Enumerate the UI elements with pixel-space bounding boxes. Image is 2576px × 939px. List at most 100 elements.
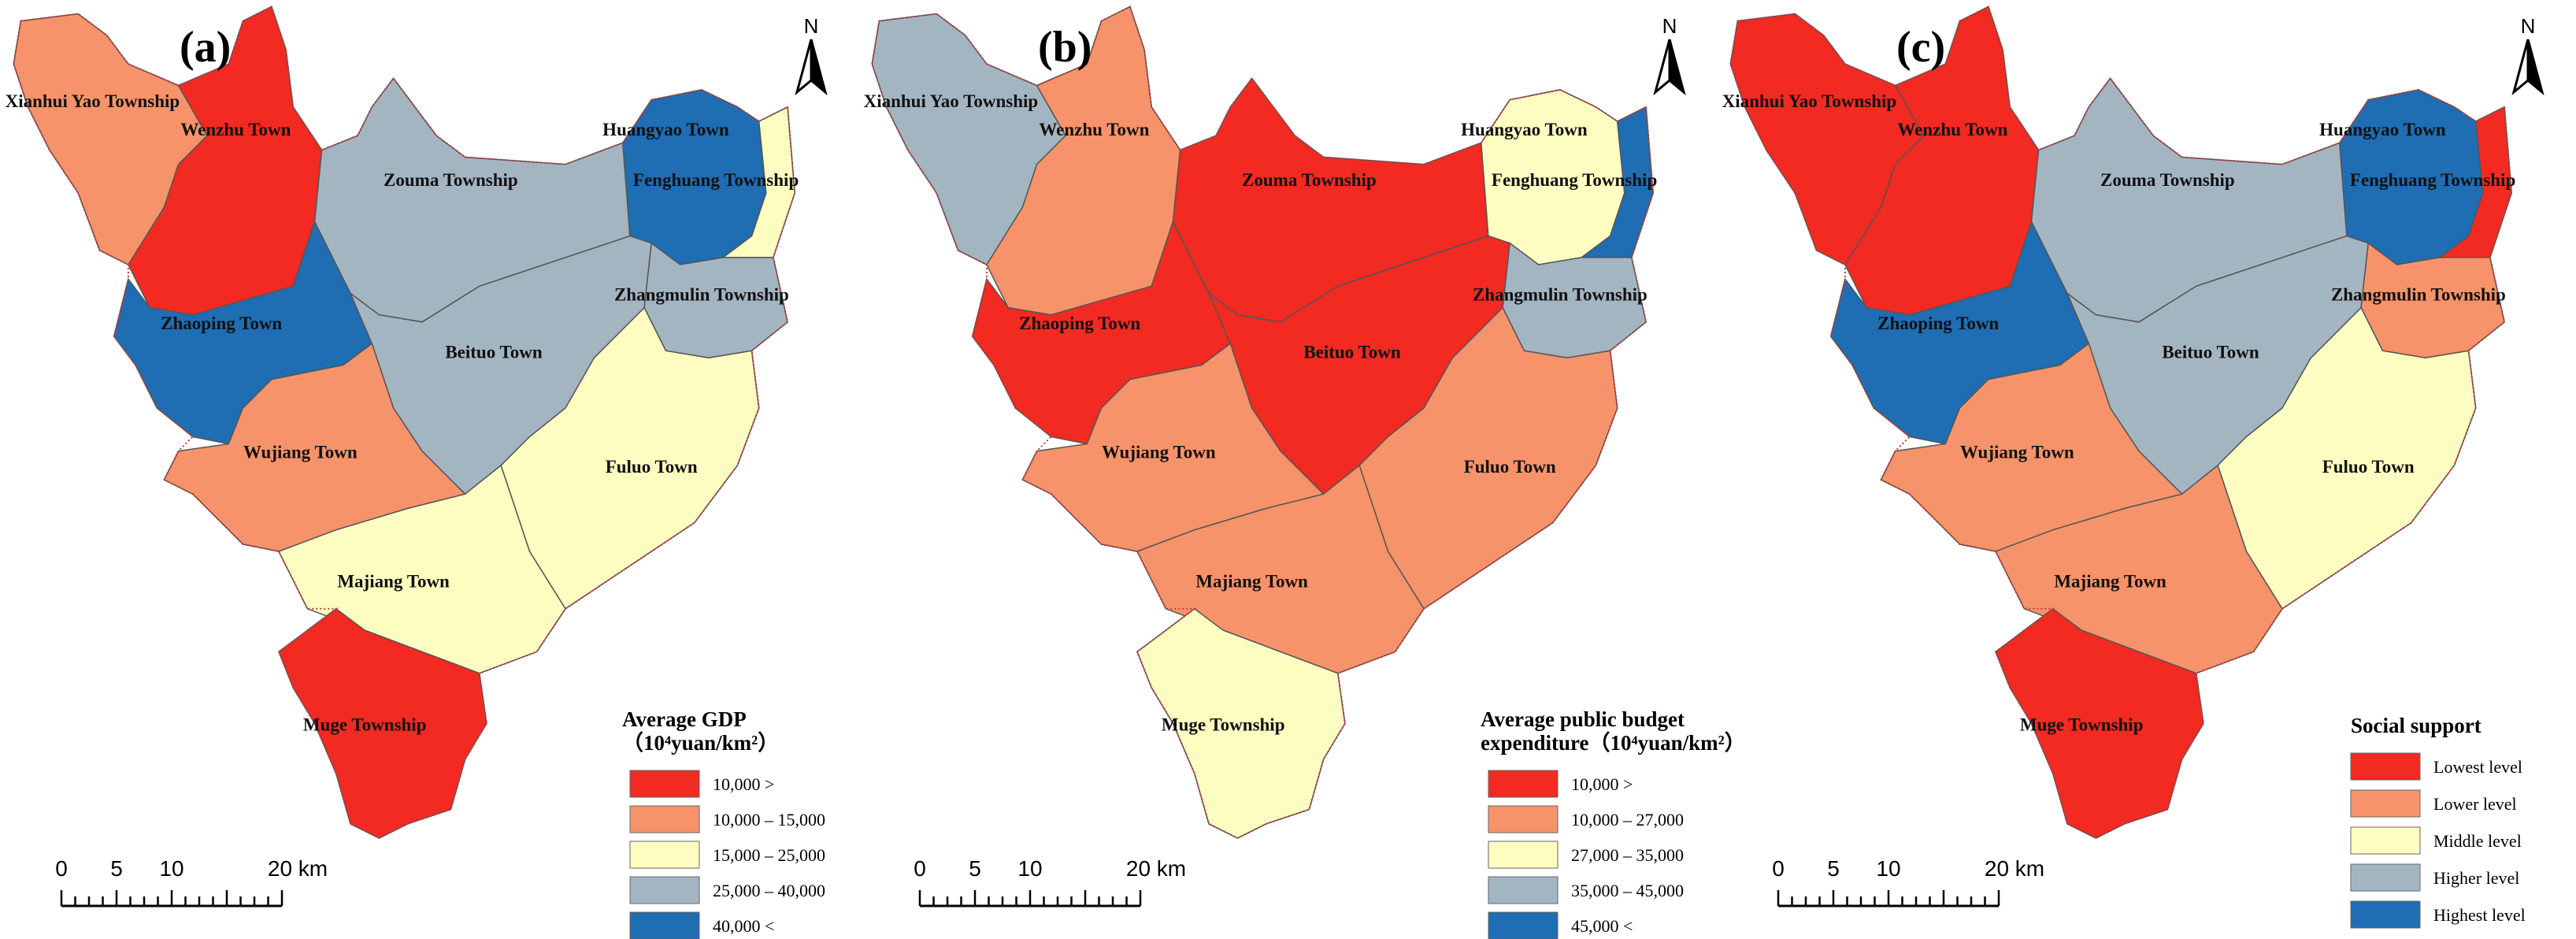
legend-title: Average public budget bbox=[1481, 707, 1685, 731]
scale-bar: 0 5 10 20 km bbox=[1772, 856, 2044, 907]
region-label-zouma: Zouma Township bbox=[384, 170, 518, 190]
region-label-zhangmulin: Zhangmulin Township bbox=[1473, 285, 1648, 305]
panel-label: (b) bbox=[1038, 23, 1092, 72]
scale-bar: 0 5 10 20 km bbox=[914, 856, 1186, 907]
region-label-fenghuang: Fenghuang Township bbox=[1492, 170, 1657, 190]
legend-item-label: 40,000 < bbox=[713, 916, 774, 936]
region-fuluo bbox=[501, 308, 759, 609]
legend-item-label: 10,000 – 15,000 bbox=[713, 810, 825, 830]
legend-item-label: Lowest level bbox=[2433, 757, 2522, 777]
region-label-huangyao: Huangyao Town bbox=[2319, 120, 2446, 139]
region-fuluo bbox=[2218, 308, 2476, 609]
legend-item-label: 15,000 – 25,000 bbox=[713, 845, 825, 865]
legend-swatch bbox=[1488, 911, 1559, 939]
region-label-wujiang: Wujiang Town bbox=[243, 443, 358, 462]
region-label-wenzhu: Wenzhu Town bbox=[1897, 120, 2007, 139]
legend-swatch bbox=[2350, 863, 2421, 892]
region-label-muge: Muge Township bbox=[2020, 715, 2144, 735]
region-label-xianhui: Xianhui Yao Township bbox=[6, 91, 180, 111]
county-boundary bbox=[1730, 6, 2511, 838]
legend-item-label: Lower level bbox=[2433, 794, 2517, 814]
region-label-zouma: Zouma Township bbox=[2100, 170, 2235, 190]
legend-item-label: 10,000 > bbox=[1571, 774, 1633, 794]
legend-swatch bbox=[629, 805, 700, 833]
legend-swatch bbox=[2350, 900, 2421, 929]
legend-title: Social support bbox=[2351, 714, 2481, 737]
township-map bbox=[13, 6, 795, 838]
legend-item-label: 10,000 > bbox=[713, 774, 774, 794]
north-arrow-icon: N bbox=[795, 14, 828, 96]
map-panel-c: Xianhui Yao Township Wenzhu Town Zouma Tow… bbox=[1717, 0, 2575, 939]
region-label-fenghuang: Fenghuang Township bbox=[2350, 170, 2515, 190]
legend-item-label: 27,000 – 35,000 bbox=[1571, 845, 1684, 865]
scale-tick-label: 20 km bbox=[268, 856, 328, 881]
region-label-fenghuang: Fenghuang Township bbox=[633, 170, 799, 190]
legend-item-label: 35,000 – 45,000 bbox=[1571, 881, 1684, 900]
region-label-wenzhu: Wenzhu Town bbox=[1039, 120, 1149, 139]
legend-item-label: Higher level bbox=[2433, 868, 2519, 888]
scale-tick-label: 5 bbox=[969, 856, 981, 881]
legend-swatch bbox=[1488, 876, 1559, 904]
region-label-majiang: Majiang Town bbox=[1195, 572, 1308, 592]
panel-label: (c) bbox=[1896, 23, 1945, 72]
region-label-fuluo: Fuluo Town bbox=[1464, 457, 1556, 477]
township-map bbox=[1730, 6, 2511, 838]
region-label-wujiang: Wujiang Town bbox=[1960, 443, 2074, 462]
legend: Social support Lowest level Lower level Mid… bbox=[2350, 714, 2526, 929]
region-label-beituo: Beituo Town bbox=[2162, 342, 2259, 362]
region-label-wenzhu: Wenzhu Town bbox=[180, 120, 291, 139]
north-arrow-icon: N bbox=[1653, 14, 1686, 96]
legend-item-label: 25,000 – 40,000 bbox=[713, 881, 825, 900]
scale-tick-label: 5 bbox=[110, 856, 123, 881]
scale-tick-label: 5 bbox=[1827, 856, 1840, 881]
region-label-xianhui: Xianhui Yao Township bbox=[864, 91, 1039, 111]
scale-tick-label: 10 bbox=[1017, 856, 1042, 881]
region-label-zouma: Zouma Township bbox=[1242, 170, 1377, 190]
region-label-huangyao: Huangyao Town bbox=[1461, 120, 1588, 139]
map-panel-b: Xianhui Yao Township Wenzhu Town Zouma Tow… bbox=[858, 0, 1746, 939]
legend-swatch bbox=[1488, 841, 1559, 869]
north-label: N bbox=[2521, 14, 2536, 38]
region-label-beituo: Beituo Town bbox=[445, 342, 543, 362]
region-label-xianhui: Xianhui Yao Township bbox=[1722, 91, 1897, 111]
region-label-zhaoping: Zhaoping Town bbox=[1019, 314, 1140, 333]
north-label: N bbox=[1662, 14, 1677, 38]
legend: Average public budgetexpenditure（10⁴yuan… bbox=[1481, 707, 1746, 939]
legend-swatch bbox=[1488, 770, 1559, 798]
north-arrow-icon: N bbox=[2511, 14, 2544, 96]
region-label-huangyao: Huangyao Town bbox=[602, 120, 729, 139]
county-boundary bbox=[13, 6, 795, 838]
scale-tick-label: 0 bbox=[914, 856, 926, 881]
north-label: N bbox=[804, 14, 819, 38]
region-label-wujiang: Wujiang Town bbox=[1102, 443, 1216, 462]
legend-swatch bbox=[1488, 805, 1559, 833]
legend-swatch bbox=[629, 841, 700, 869]
scale-tick-label: 10 bbox=[1876, 856, 1900, 881]
region-label-muge: Muge Township bbox=[1162, 715, 1285, 735]
region-label-zhangmulin: Zhangmulin Township bbox=[2331, 285, 2506, 305]
scale-tick-label: 10 bbox=[159, 856, 183, 881]
county-boundary bbox=[872, 6, 1653, 838]
legend-item-label: Highest level bbox=[2433, 905, 2526, 925]
legend-title: （10⁴yuan/km²） bbox=[622, 731, 779, 755]
region-label-majiang: Majiang Town bbox=[2054, 572, 2166, 592]
region-label-fuluo: Fuluo Town bbox=[2322, 457, 2415, 477]
map-panel-a: Xianhui Yao Township Wenzhu Town Zouma Tow… bbox=[0, 0, 858, 939]
legend-title: expenditure（10⁴yuan/km²） bbox=[1481, 731, 1746, 755]
legend-swatch bbox=[2350, 826, 2421, 855]
legend-item-label: 45,000 < bbox=[1571, 916, 1633, 936]
legend-item-label: 10,000 – 27,000 bbox=[1571, 810, 1684, 830]
panel-label: (a) bbox=[180, 23, 231, 72]
region-fuluo bbox=[1359, 308, 1618, 609]
township-map bbox=[872, 6, 1653, 838]
legend-swatch bbox=[629, 770, 700, 798]
scale-tick-label: 20 km bbox=[1985, 856, 2044, 881]
legend-item-label: Middle level bbox=[2433, 831, 2522, 851]
region-label-zhaoping: Zhaoping Town bbox=[1877, 314, 1999, 333]
region-label-zhaoping: Zhaoping Town bbox=[161, 314, 282, 333]
legend: Average GDP（10⁴yuan/km²） 10,000 > 10,000 –… bbox=[622, 707, 825, 939]
legend-swatch bbox=[2350, 789, 2421, 818]
